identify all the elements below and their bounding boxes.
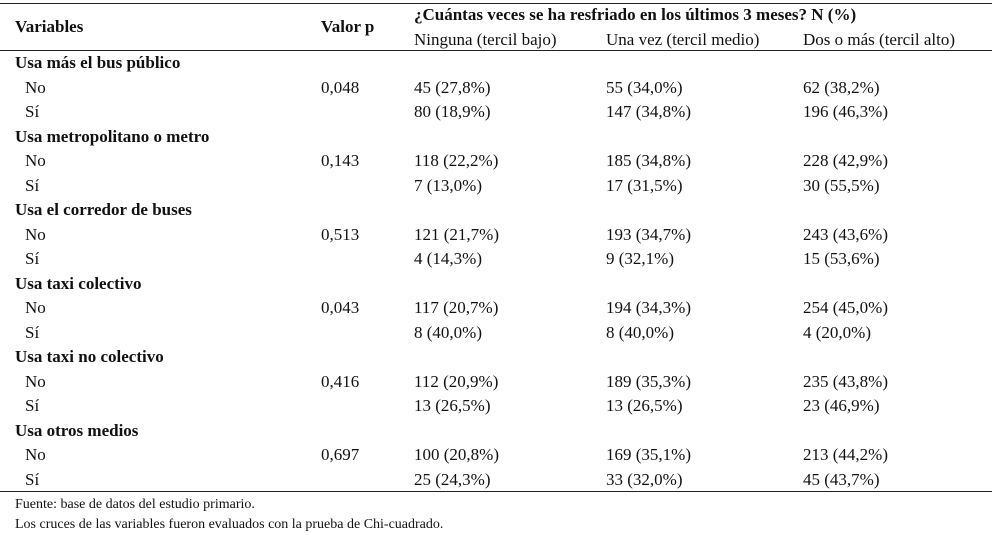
p-value: 0,043 <box>321 298 360 317</box>
row-label: No <box>25 445 46 464</box>
footnote-source: Fuente: base de datos del estudio primar… <box>15 497 255 512</box>
row-label: No <box>25 78 46 97</box>
table-cell: 8 (40,0%) <box>606 323 674 342</box>
table-cell: 4 (14,3%) <box>414 249 482 268</box>
table-cell: 100 (20,8%) <box>414 445 499 464</box>
group-title: Usa el corredor de buses <box>15 200 192 219</box>
table-cell: 7 (13,0%) <box>414 176 482 195</box>
table-cell: 45 (27,8%) <box>414 78 491 97</box>
header-col-ninguna: Ninguna (tercil bajo) <box>414 30 557 49</box>
row-label: Sí <box>25 396 40 415</box>
table-cell: 117 (20,7%) <box>414 298 499 317</box>
bottom-rule <box>0 491 992 492</box>
table-cell: 169 (35,1%) <box>606 445 691 464</box>
table-cell: 193 (34,7%) <box>606 225 691 244</box>
group-title: Usa taxi colectivo <box>15 274 142 293</box>
table-cell: 196 (46,3%) <box>803 102 888 121</box>
table-cell: 13 (26,5%) <box>414 396 491 415</box>
row-label: Sí <box>25 249 40 268</box>
table-cell: 55 (34,0%) <box>606 78 683 97</box>
table-cell: 25 (24,3%) <box>414 470 491 489</box>
header-col-dos-o-mas: Dos o más (tercil alto) <box>803 30 956 49</box>
table-cell: 147 (34,8%) <box>606 102 691 121</box>
group-title: Usa taxi no colectivo <box>15 347 164 366</box>
table-cell: 4 (20,0%) <box>803 323 871 342</box>
table-cell: 9 (32,1%) <box>606 249 674 268</box>
p-value: 0,048 <box>321 78 360 97</box>
row-label: Sí <box>25 102 40 121</box>
table-cell: 15 (53,6%) <box>803 249 880 268</box>
table-cell: 62 (38,2%) <box>803 78 880 97</box>
table-cell: 185 (34,8%) <box>606 151 691 170</box>
p-value: 0,513 <box>321 225 360 244</box>
table-cell: 254 (45,0%) <box>803 298 888 317</box>
header-col-una-vez: Una vez (tercil medio) <box>606 30 760 49</box>
table-cell: 30 (55,5%) <box>803 176 880 195</box>
table-cell: 194 (34,3%) <box>606 298 691 317</box>
row-label: Sí <box>25 176 40 195</box>
header-question: ¿Cuántas veces se ha resfriado en los úl… <box>414 5 857 24</box>
header-rule <box>0 50 992 51</box>
table-cell: 213 (44,2%) <box>803 445 888 464</box>
table-cell: 80 (18,9%) <box>414 102 491 121</box>
top-rule <box>0 3 992 4</box>
table-cell: 121 (21,7%) <box>414 225 499 244</box>
header-p-value: Valor p <box>321 17 375 36</box>
group-title: Usa otros medios <box>15 421 139 440</box>
table-cell: 235 (43,8%) <box>803 372 888 391</box>
table-cell: 243 (43,6%) <box>803 225 888 244</box>
header-variables: Variables <box>15 17 84 36</box>
table-cell: 189 (35,3%) <box>606 372 691 391</box>
table-cell: 118 (22,2%) <box>414 151 499 170</box>
row-label: No <box>25 372 46 391</box>
table-cell: 112 (20,9%) <box>414 372 499 391</box>
table-cell: 8 (40,0%) <box>414 323 482 342</box>
table-cell: 45 (43,7%) <box>803 470 880 489</box>
table-cell: 17 (31,5%) <box>606 176 683 195</box>
p-value: 0,143 <box>321 151 360 170</box>
row-label: No <box>25 225 46 244</box>
table-cell: 228 (42,9%) <box>803 151 888 170</box>
group-title: Usa metropolitano o metro <box>15 127 210 146</box>
table-cell: 23 (46,9%) <box>803 396 880 415</box>
footnote-test: Los cruces de las variables fueron evalu… <box>15 517 444 532</box>
group-title: Usa más el bus público <box>15 53 181 72</box>
row-label: No <box>25 151 46 170</box>
row-label: Sí <box>25 323 40 342</box>
row-label: No <box>25 298 46 317</box>
p-value: 0,416 <box>321 372 360 391</box>
p-value: 0,697 <box>321 445 360 464</box>
table-cell: 13 (26,5%) <box>606 396 683 415</box>
row-label: Sí <box>25 470 40 489</box>
table-cell: 33 (32,0%) <box>606 470 683 489</box>
